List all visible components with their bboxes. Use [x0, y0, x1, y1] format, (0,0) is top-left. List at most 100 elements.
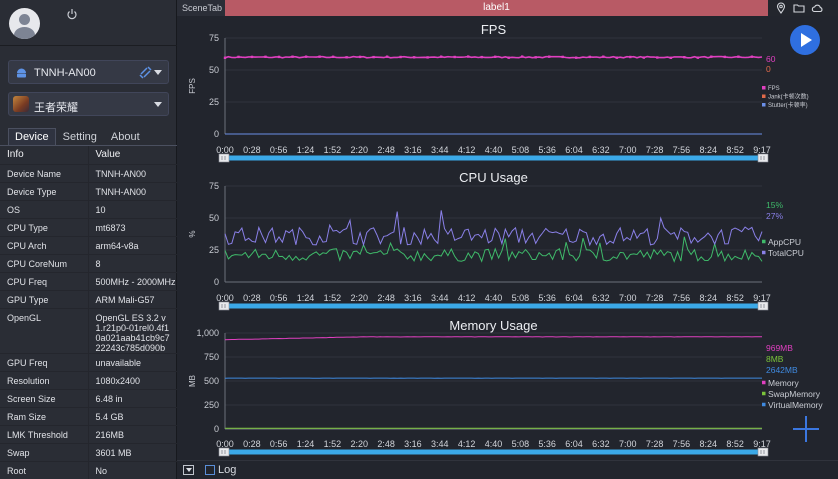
x-tick-label: 6:32	[592, 293, 610, 303]
info-key: CPU Arch	[0, 236, 89, 255]
x-tick-label: 8:52	[726, 439, 744, 449]
slider-end-handle[interactable]	[757, 153, 769, 163]
info-key: GPU Type	[0, 290, 89, 309]
x-tick-label: 0:00	[216, 439, 234, 449]
x-tick-label: 1:24	[297, 439, 315, 449]
x-tick-label: 9:17	[753, 293, 771, 303]
log-checkbox[interactable]	[205, 465, 215, 475]
x-tick-label: 5:36	[538, 439, 556, 449]
info-key: OpenGL	[0, 308, 89, 354]
x-tick-label: 3:44	[431, 145, 449, 155]
slider-end-handle[interactable]	[757, 447, 769, 457]
x-tick-label: 0:28	[243, 293, 261, 303]
location-pin-icon[interactable]	[775, 2, 787, 14]
device-select[interactable]: TNNH-AN00	[8, 60, 169, 84]
scene-tab[interactable]: SceneTab	[177, 0, 225, 16]
slider-end-handle[interactable]	[757, 301, 769, 311]
user-avatar-icon[interactable]	[9, 8, 40, 39]
data-point	[264, 55, 267, 58]
data-point	[426, 56, 429, 59]
data-point	[507, 56, 510, 59]
add-button[interactable]	[793, 416, 819, 442]
info-key: Screen Size	[0, 389, 89, 408]
x-tick-label: 6:32	[592, 145, 610, 155]
y-tick-label: 75	[209, 33, 219, 43]
data-point	[237, 55, 240, 59]
scene-label-tab[interactable]: label1	[225, 0, 768, 16]
x-tick-label: 7:56	[673, 293, 691, 303]
x-tick-label: 1:52	[324, 145, 342, 155]
x-tick-label: 0:28	[243, 145, 261, 155]
x-tick-label: 9:17	[753, 145, 771, 155]
folder-icon[interactable]	[793, 2, 805, 14]
data-point	[710, 55, 713, 58]
info-value: 216MB	[88, 425, 177, 444]
x-tick-label: 5:08	[512, 145, 530, 155]
x-tick-label: 3:16	[404, 293, 422, 303]
legend-swatch	[762, 250, 766, 255]
table-row: Device Name TNNH-AN00	[0, 164, 177, 183]
legend-swatch	[762, 380, 766, 385]
time-range-slider[interactable]	[218, 153, 769, 163]
current-value-label: 15%	[766, 200, 783, 210]
table-row: Swap 3601 MB	[0, 443, 177, 462]
tab-about[interactable]: About	[110, 131, 140, 143]
x-tick-label: 8:24	[700, 439, 718, 449]
data-point	[696, 56, 699, 59]
y-tick-label: 1,000	[196, 328, 219, 338]
y-tick-label: 0	[214, 277, 219, 287]
info-key: Root	[0, 461, 89, 479]
collapse-button[interactable]	[183, 465, 194, 475]
column-header: Info	[0, 146, 89, 165]
slider-track[interactable]	[220, 155, 767, 161]
tab-setting[interactable]: Setting	[62, 131, 97, 143]
series-line	[224, 55, 763, 59]
slider-track[interactable]	[220, 303, 767, 309]
time-range-slider[interactable]	[218, 447, 769, 457]
data-point	[440, 55, 443, 58]
info-key: OS	[0, 200, 89, 219]
play-icon	[801, 33, 812, 47]
series-line	[224, 336, 762, 341]
x-tick-label: 2:48	[377, 145, 395, 155]
slider-start-handle[interactable]	[218, 153, 230, 163]
data-point	[277, 55, 281, 59]
link-icon[interactable]	[139, 66, 152, 79]
left-panel: TNNH-AN00 王者荣耀 Device Setting About Info Va…	[0, 0, 177, 479]
info-key: CPU Type	[0, 218, 89, 237]
table-row: LMK Threshold 216MB	[0, 425, 177, 444]
tab-device[interactable]: Device	[8, 128, 56, 146]
x-tick-label: 2:48	[377, 293, 395, 303]
data-point	[521, 55, 524, 58]
x-tick-label: 0:00	[216, 145, 234, 155]
play-button[interactable]	[790, 25, 820, 55]
x-tick-label: 3:44	[431, 293, 449, 303]
info-value: No	[88, 461, 177, 479]
data-point	[453, 55, 456, 59]
info-value: 3601 MB	[88, 443, 177, 462]
slider-track[interactable]	[220, 449, 767, 455]
power-icon[interactable]	[66, 8, 78, 20]
x-tick-label: 0:56	[270, 145, 288, 155]
data-point	[358, 55, 362, 59]
x-tick-label: 4:40	[485, 439, 503, 449]
app-select[interactable]: 王者荣耀	[8, 92, 169, 116]
x-tick-label: 0:28	[243, 439, 261, 449]
x-tick-label: 7:56	[673, 145, 691, 155]
current-value-label: 60	[766, 54, 776, 64]
info-key: Ram Size	[0, 407, 89, 426]
device-info-table: Info Value Device Name TNNH-AN00 Device Type…	[0, 146, 177, 479]
time-range-slider[interactable]	[218, 301, 769, 311]
slider-start-handle[interactable]	[218, 447, 230, 457]
slider-start-handle[interactable]	[218, 301, 230, 311]
data-point	[331, 55, 335, 58]
divider	[0, 45, 177, 46]
chart-title: Memory Usage	[449, 318, 537, 333]
info-value: 500MHz - 2000MHz	[88, 272, 177, 291]
x-tick-label: 4:40	[485, 145, 503, 155]
cloud-icon[interactable]	[811, 2, 823, 14]
legend-swatch	[762, 86, 766, 90]
data-point	[656, 56, 659, 59]
x-tick-label: 8:24	[700, 293, 718, 303]
x-tick-label: 3:16	[404, 145, 422, 155]
